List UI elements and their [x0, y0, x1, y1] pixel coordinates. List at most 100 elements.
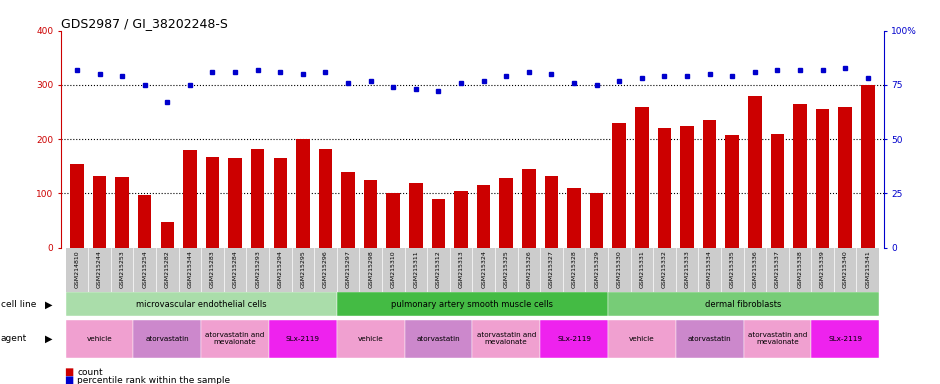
Text: cell line: cell line [1, 300, 37, 309]
Bar [337, 319, 404, 358]
Text: GSM215253: GSM215253 [119, 250, 125, 288]
Bar [540, 248, 563, 294]
Bar [431, 199, 446, 248]
Bar [726, 135, 739, 248]
Bar [66, 319, 133, 358]
Bar [454, 191, 468, 248]
Bar [251, 149, 264, 248]
Bar [793, 104, 807, 248]
Text: pulmonary artery smooth muscle cells: pulmonary artery smooth muscle cells [391, 300, 554, 309]
Text: vehicle: vehicle [358, 336, 384, 342]
Bar [544, 176, 558, 248]
Bar [635, 107, 649, 248]
Text: GSM215311: GSM215311 [414, 250, 418, 288]
Bar [748, 96, 761, 248]
Text: GSM215339: GSM215339 [820, 250, 825, 288]
Bar [269, 248, 291, 294]
Bar [567, 188, 581, 248]
Bar [834, 248, 856, 294]
Bar [477, 185, 491, 248]
Bar [811, 248, 834, 294]
Bar [540, 319, 608, 358]
Text: GSM215282: GSM215282 [164, 250, 170, 288]
Text: ▶: ▶ [45, 334, 53, 344]
Bar [608, 248, 631, 294]
Text: dermal fibroblasts: dermal fibroblasts [705, 300, 782, 309]
Bar [296, 139, 309, 248]
Text: GSM215298: GSM215298 [368, 250, 373, 288]
Bar [337, 292, 608, 316]
Text: GSM215324: GSM215324 [481, 250, 486, 288]
Bar [341, 172, 354, 248]
Bar [861, 85, 874, 248]
Bar [816, 109, 829, 248]
Bar [116, 177, 129, 248]
Bar [744, 248, 766, 294]
Text: GSM215297: GSM215297 [346, 250, 351, 288]
Bar [161, 222, 174, 248]
Text: GSM215334: GSM215334 [707, 250, 713, 288]
Text: GSM215327: GSM215327 [549, 250, 554, 288]
Bar [472, 248, 495, 294]
Bar [608, 292, 879, 316]
Text: GSM215244: GSM215244 [97, 250, 102, 288]
Bar [70, 164, 84, 248]
Bar [88, 248, 111, 294]
Bar [66, 248, 88, 294]
Text: GSM215330: GSM215330 [617, 250, 621, 288]
Text: GSM215293: GSM215293 [255, 250, 260, 288]
Bar [789, 248, 811, 294]
Bar [133, 248, 156, 294]
Bar [404, 319, 472, 358]
Text: GSM215296: GSM215296 [323, 250, 328, 288]
Bar [608, 319, 676, 358]
Bar [721, 248, 744, 294]
Text: GSM215325: GSM215325 [504, 250, 509, 288]
Bar [472, 319, 540, 358]
Bar [269, 319, 337, 358]
Bar [499, 178, 513, 248]
Text: GSM215254: GSM215254 [142, 250, 148, 288]
Text: GSM215332: GSM215332 [662, 250, 666, 288]
Text: ■: ■ [64, 375, 73, 384]
Text: microvascular endothelial cells: microvascular endothelial cells [136, 300, 267, 309]
Bar [274, 158, 287, 248]
Bar [766, 248, 789, 294]
Bar [698, 248, 721, 294]
Bar [206, 157, 219, 248]
Text: atorvastatin: atorvastatin [416, 336, 461, 342]
Bar [589, 194, 603, 248]
Bar [518, 248, 540, 294]
Bar [319, 149, 332, 248]
Text: GSM215326: GSM215326 [526, 250, 531, 288]
Bar [744, 319, 811, 358]
Text: GSM215333: GSM215333 [684, 250, 690, 288]
Bar [156, 248, 179, 294]
Bar [427, 248, 449, 294]
Bar [404, 248, 427, 294]
Text: GSM215344: GSM215344 [187, 250, 193, 288]
Text: SLx-2119: SLx-2119 [557, 336, 591, 342]
Text: GSM215341: GSM215341 [866, 250, 870, 288]
Bar [676, 248, 698, 294]
Text: GSM215294: GSM215294 [278, 250, 283, 288]
Text: count: count [77, 368, 102, 377]
Text: SLx-2119: SLx-2119 [828, 336, 862, 342]
Text: GDS2987 / GI_38202248-S: GDS2987 / GI_38202248-S [61, 17, 228, 30]
Bar [676, 319, 744, 358]
Bar [337, 248, 359, 294]
Text: atorvastatin and
mevalonate: atorvastatin and mevalonate [206, 333, 265, 345]
Text: atorvastatin and
mevalonate: atorvastatin and mevalonate [477, 333, 536, 345]
Bar [224, 248, 246, 294]
Text: GSM215312: GSM215312 [436, 250, 441, 288]
Bar [522, 169, 536, 248]
Bar [409, 183, 423, 248]
Text: GSM215328: GSM215328 [572, 250, 576, 288]
Bar [228, 158, 242, 248]
Bar [653, 248, 676, 294]
Bar [811, 319, 879, 358]
Bar [495, 248, 518, 294]
Text: GSM215295: GSM215295 [301, 250, 306, 288]
Text: GSM215336: GSM215336 [752, 250, 758, 288]
Text: GSM215313: GSM215313 [459, 250, 463, 288]
